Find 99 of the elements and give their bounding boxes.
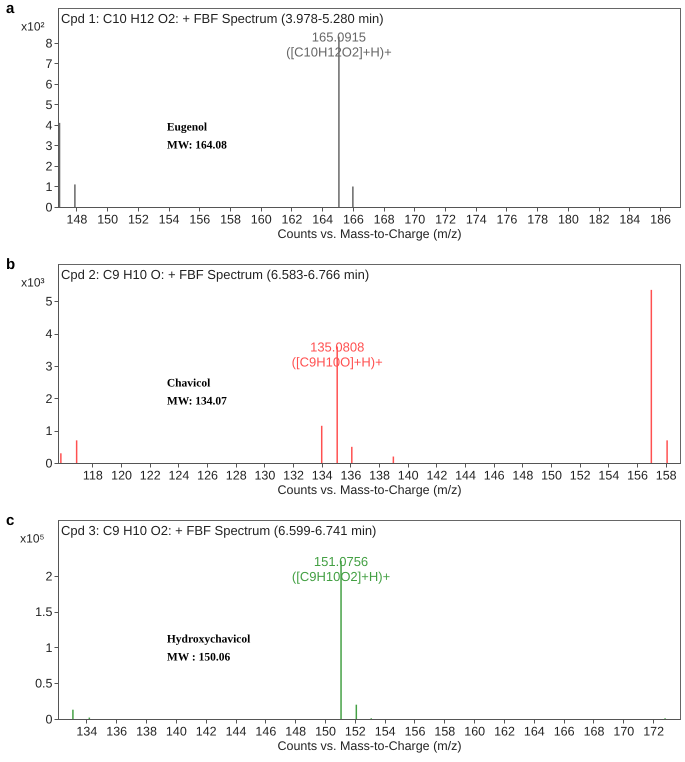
x-tick-label: 138	[369, 468, 390, 482]
y-axis-title: x10³	[21, 276, 45, 290]
x-tick-label: 162	[494, 724, 515, 738]
x-tick-label: 172	[643, 724, 664, 738]
x-axis-title: Counts vs. Mass-to-Charge (m/z)	[277, 227, 462, 241]
x-tick-label: 140	[166, 724, 187, 738]
x-tick-label: 178	[527, 212, 548, 226]
y-tick-label: 5	[46, 294, 53, 309]
y-tick-label: 1	[46, 640, 53, 655]
x-tick-label: 156	[404, 724, 426, 738]
y-tick-label: 4	[46, 327, 53, 342]
annotation: MW: 164.08	[166, 139, 228, 152]
annotation: MW: 134.07	[166, 395, 228, 408]
x-tick-label: 136	[340, 468, 362, 482]
x-tick-label: 156	[627, 468, 648, 482]
annotation: Chavicol	[166, 377, 210, 390]
x-tick-label: 134	[76, 724, 98, 738]
x-tick-label: 146	[484, 468, 505, 482]
x-tick-label: 186	[650, 212, 672, 226]
x-tick-label: 134	[312, 468, 333, 482]
x-tick-label: 122	[140, 468, 161, 482]
chart-subtitle: Cpd 1: C10 H12 O2: + FBF Spectrum (3.978-5.280 min)	[61, 11, 384, 26]
x-tick-label: 150	[97, 212, 118, 226]
y-tick-label: 1	[46, 424, 53, 438]
annotation: Hydroxychavicol	[166, 633, 250, 646]
chart-title: b	[6, 256, 16, 273]
x-tick-label: 132	[283, 468, 304, 482]
x-tick-label: 152	[570, 468, 591, 482]
y-axis-title: x10⁵	[20, 532, 45, 546]
x-tick-label: 140	[398, 468, 419, 482]
x-tick-label: 138	[136, 724, 157, 738]
y-tick-label: 0	[46, 712, 53, 726]
x-tick-label: 180	[558, 212, 579, 226]
x-tick-label: 120	[111, 468, 132, 482]
x-tick-label: 164	[312, 212, 334, 226]
x-tick-label: 150	[541, 468, 562, 482]
y-tick-label: 2	[46, 392, 53, 406]
x-tick-label: 118	[82, 468, 103, 482]
x-tick-label: 148	[66, 212, 88, 226]
y-tick-label: 1	[46, 180, 53, 194]
x-tick-label: 160	[464, 724, 486, 738]
x-tick-label: 164	[524, 724, 545, 738]
x-tick-label: 124	[168, 468, 190, 482]
x-tick-label: 130	[254, 468, 276, 482]
chart-title: c	[6, 512, 14, 529]
y-tick-label: 6	[46, 77, 53, 92]
y-tick-label: 8	[46, 36, 53, 50]
x-tick-label: 148	[285, 724, 306, 738]
y-tick-label: 3	[46, 138, 53, 153]
x-tick-label: 154	[374, 724, 396, 738]
x-tick-label: 136	[106, 724, 128, 738]
y-tick-label: 5	[46, 98, 53, 112]
x-tick-label: 152	[128, 212, 149, 226]
x-tick-label: 128	[226, 468, 247, 482]
x-tick-label: 158	[656, 468, 677, 482]
x-tick-label: 146	[255, 724, 276, 738]
x-tick-label: 170	[404, 212, 426, 226]
x-tick-label: 142	[196, 724, 217, 738]
chart-title: a	[6, 0, 15, 17]
x-tick-label: 142	[426, 468, 448, 482]
y-tick-label: 4	[46, 118, 53, 132]
x-tick-label: 160	[250, 212, 272, 226]
x-tick-label: 158	[434, 724, 456, 738]
x-tick-label: 176	[496, 212, 518, 226]
x-tick-label: 166	[342, 212, 364, 226]
x-axis-title: Counts vs. Mass-to-Charge (m/z)	[277, 483, 462, 497]
annotation: Eugenol	[166, 121, 208, 134]
x-tick-label: 144	[226, 724, 246, 738]
x-tick-label: 168	[374, 212, 395, 226]
y-tick-label: 0	[46, 456, 53, 470]
chart-subtitle: Cpd 3: C9 H10 O2: + FBF Spectrum (6.599-6.741 min)	[61, 523, 376, 538]
x-tick-label: 126	[197, 468, 218, 482]
x-tick-label: 170	[613, 724, 634, 738]
x-tick-label: 174	[466, 212, 487, 226]
y-tick-label: 0	[46, 200, 53, 214]
y-axis-title: x10²	[21, 20, 45, 34]
x-tick-label: 168	[584, 724, 604, 738]
x-tick-label: 148	[512, 468, 534, 482]
y-tick-label: 2	[46, 569, 53, 584]
x-tick-label: 158	[220, 212, 241, 226]
x-tick-label: 172	[435, 212, 456, 226]
x-tick-label: 154	[158, 212, 180, 226]
annotation: MW : 150.06	[166, 651, 230, 664]
x-tick-label: 144	[455, 468, 476, 482]
x-tick-label: 166	[554, 724, 575, 738]
x-tick-label: 154	[598, 468, 620, 482]
x-tick-label: 182	[588, 212, 610, 226]
x-tick-label: 162	[282, 212, 302, 226]
x-tick-label: 156	[189, 212, 210, 226]
x-axis-title: Counts vs. Mass-to-Charge (m/z)	[277, 739, 462, 753]
y-tick-label: 3	[46, 359, 53, 374]
y-tick-label: 7	[46, 56, 53, 71]
chart-subtitle: Cpd 2: C9 H10 O: + FBF Spectrum (6.583-6.766 min)	[61, 267, 370, 282]
y-tick-label: 0.5	[35, 676, 53, 691]
x-tick-label: 150	[315, 724, 336, 738]
x-tick-label: 184	[619, 212, 640, 226]
x-tick-label: 152	[344, 724, 366, 738]
y-tick-label: 2	[46, 159, 53, 174]
y-tick-label: 1.5	[35, 605, 53, 620]
